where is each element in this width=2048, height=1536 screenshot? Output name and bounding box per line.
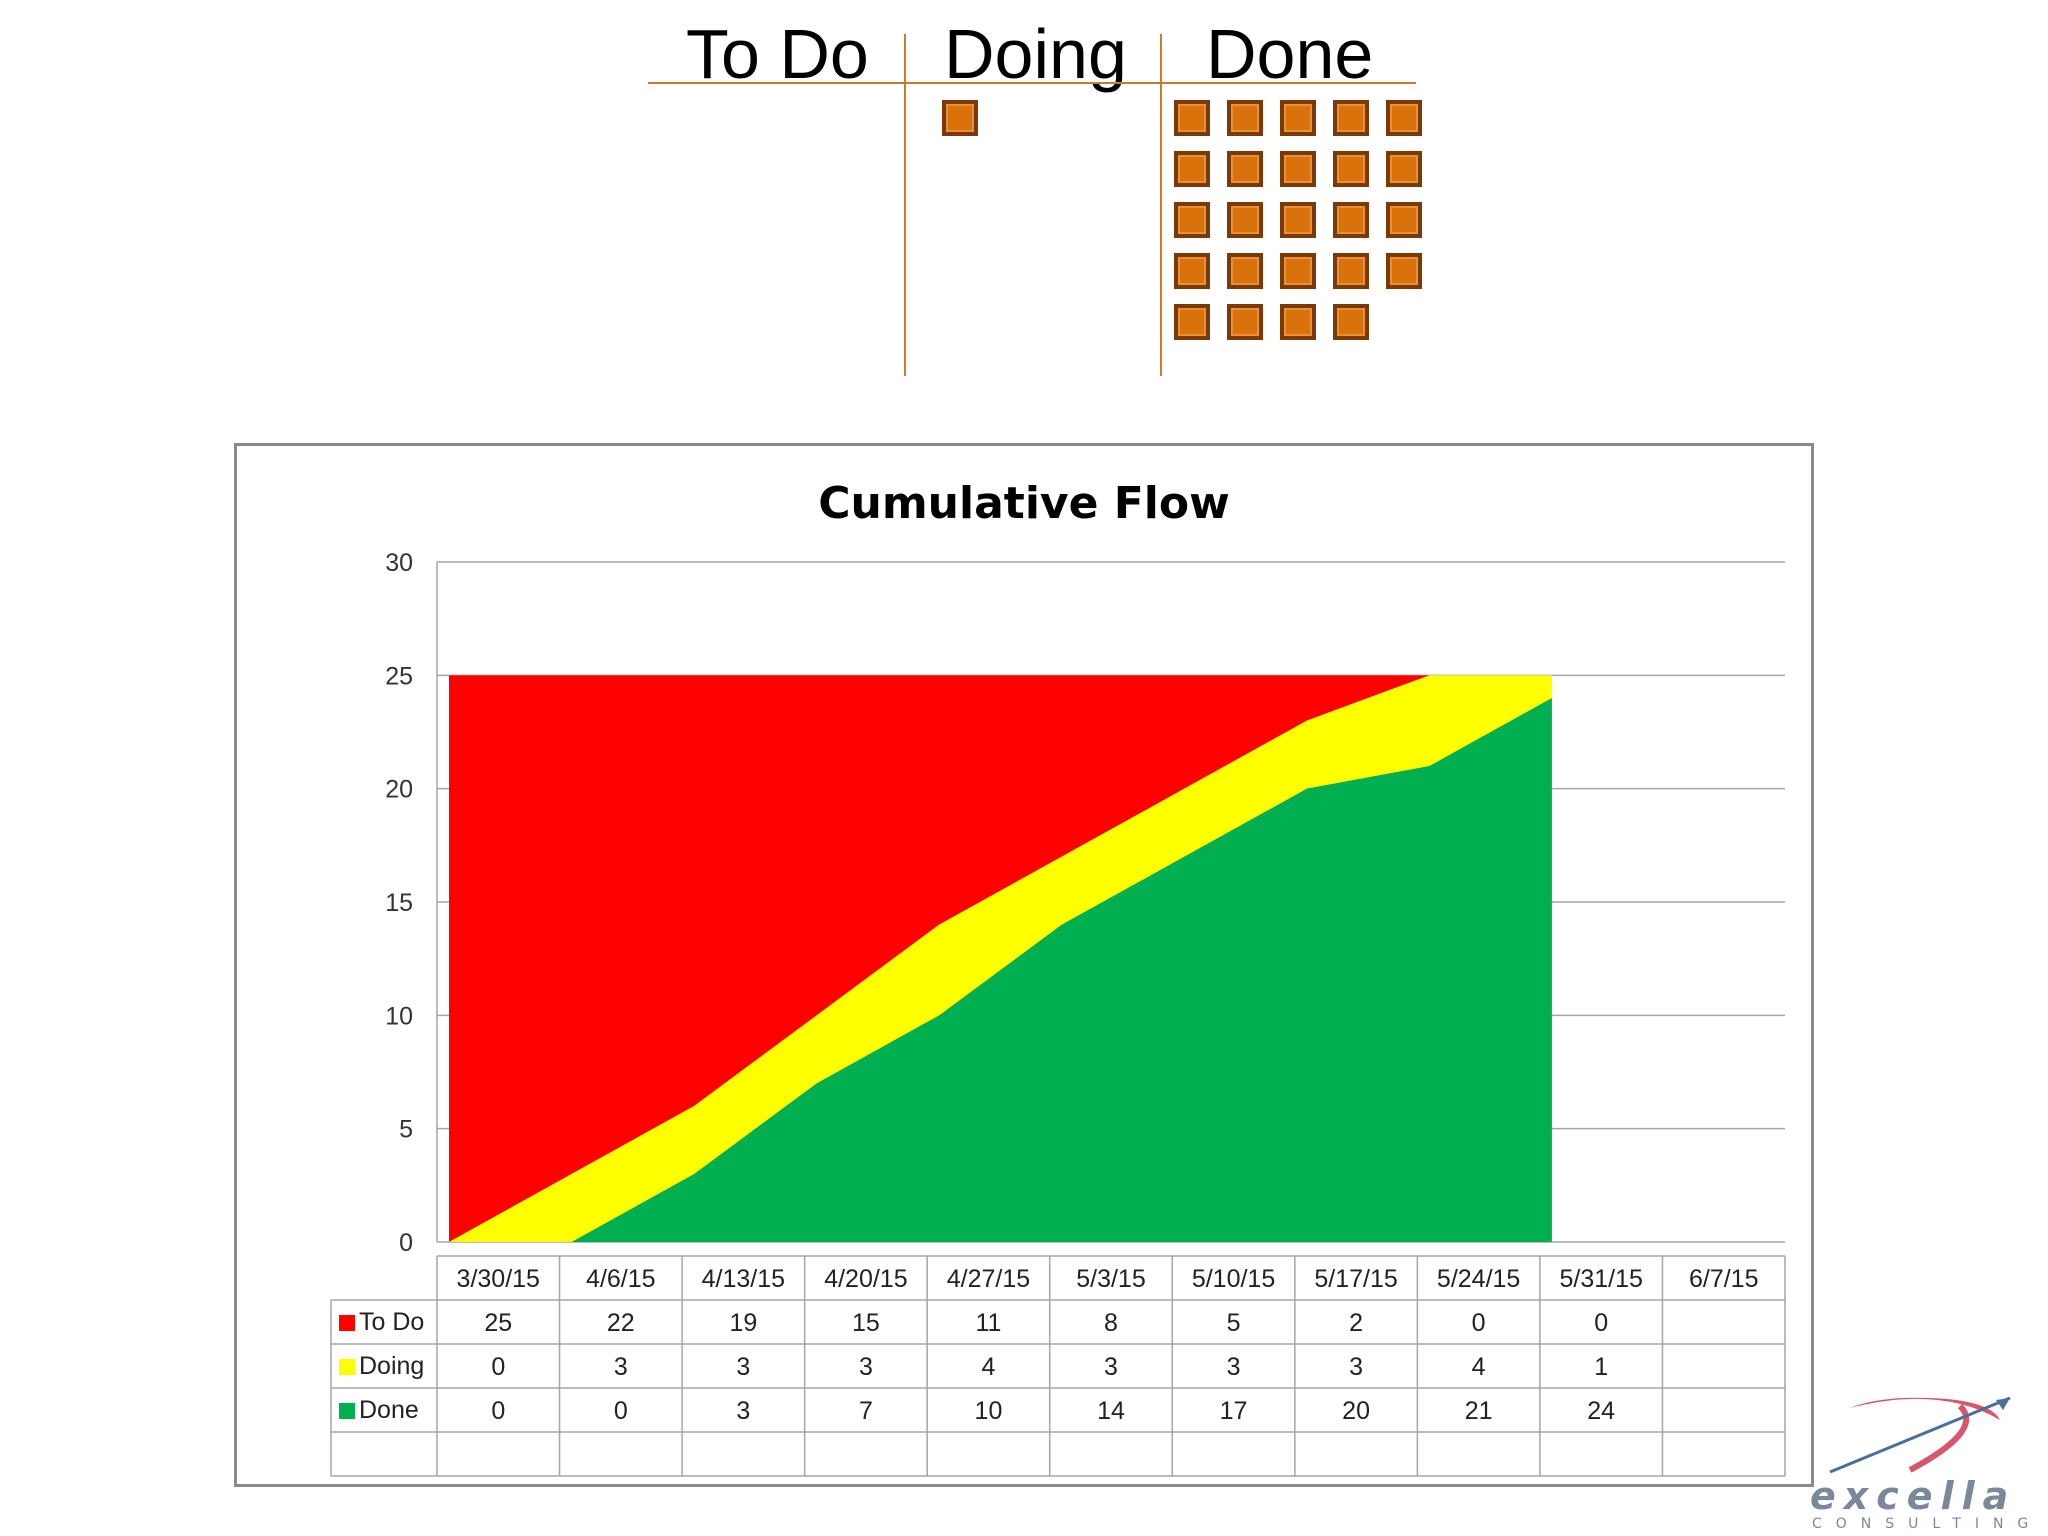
kanban-card [1333, 202, 1369, 238]
area-done [449, 698, 1552, 1242]
data-value: 8 [1104, 1309, 1118, 1337]
data-value: 10 [975, 1397, 1003, 1425]
data-value: 21 [1465, 1397, 1493, 1425]
area-todo [449, 675, 1552, 1242]
x-category-label: 3/30/15 [457, 1265, 540, 1293]
data-value: 2 [1349, 1309, 1363, 1337]
y-tick-label: 25 [385, 662, 413, 690]
data-value: 22 [607, 1309, 635, 1337]
kanban-card [942, 100, 978, 136]
kanban-card [1227, 253, 1263, 289]
data-value: 24 [1587, 1397, 1615, 1425]
kanban-card [1174, 151, 1210, 187]
y-tick-label: 5 [399, 1116, 413, 1144]
y-tick-label: 0 [399, 1229, 413, 1257]
kanban-card [1333, 100, 1369, 136]
kanban-card [1386, 151, 1422, 187]
board-column-divider-2 [1160, 34, 1162, 376]
kanban-card [1386, 100, 1422, 136]
kanban-card [1174, 202, 1210, 238]
kanban-card [1227, 304, 1263, 340]
x-category-label: 4/13/15 [702, 1265, 785, 1293]
data-value: 0 [1472, 1309, 1486, 1337]
x-category-label: 5/31/15 [1559, 1265, 1642, 1293]
legend-label: Doing [359, 1352, 424, 1380]
x-category-label: 4/6/15 [586, 1265, 656, 1293]
kanban-card [1174, 100, 1210, 136]
cumulative-flow-chart: Cumulative Flow 0 5 10 15 20 25 30 3/30/15 4/6/1… [234, 443, 1814, 1487]
legend-swatch [339, 1359, 355, 1375]
data-value: 25 [484, 1309, 512, 1337]
data-value: 11 [975, 1309, 1001, 1337]
kanban-card [1280, 304, 1316, 340]
data-value: 3 [736, 1353, 750, 1381]
kanban-board: To Do Doing Done [0, 0, 2048, 420]
kanban-card [1174, 304, 1210, 340]
data-value: 3 [736, 1397, 750, 1425]
kanban-card [1386, 202, 1422, 238]
legend-label: To Do [359, 1308, 424, 1336]
data-value: 1 [1594, 1353, 1608, 1381]
x-category-label: 5/10/15 [1192, 1265, 1275, 1293]
kanban-card [1280, 151, 1316, 187]
data-value: 14 [1097, 1397, 1125, 1425]
column-header-doing: Doing [944, 15, 1127, 93]
chart-title: Cumulative Flow [818, 478, 1230, 529]
data-value: 3 [859, 1353, 873, 1381]
column-header-done: Done [1206, 15, 1374, 93]
x-category-label: 4/27/15 [947, 1265, 1030, 1293]
kanban-card [1333, 151, 1369, 187]
excella-logo: excella CONSULTING [1800, 1390, 2043, 1532]
x-category-label: 4/20/15 [824, 1265, 907, 1293]
data-value: 3 [614, 1353, 628, 1381]
data-value: 19 [729, 1309, 757, 1337]
column-header-todo: To Do [686, 15, 869, 93]
kanban-card [1333, 253, 1369, 289]
kanban-card [1227, 151, 1263, 187]
data-value: 3 [1227, 1353, 1241, 1381]
data-value: 0 [491, 1397, 505, 1425]
data-value: 17 [1220, 1397, 1248, 1425]
kanban-card [1386, 253, 1422, 289]
data-value: 7 [859, 1397, 873, 1425]
x-category-label: 6/7/15 [1689, 1265, 1759, 1293]
kanban-card [1333, 304, 1369, 340]
kanban-card [1280, 100, 1316, 136]
kanban-card [1174, 253, 1210, 289]
data-value: 4 [1472, 1353, 1486, 1381]
data-value: 0 [1594, 1309, 1608, 1337]
data-value: 0 [614, 1397, 628, 1425]
kanban-card [1227, 202, 1263, 238]
x-category-label: 5/24/15 [1437, 1265, 1520, 1293]
legend-swatch [339, 1315, 355, 1331]
board-column-divider-1 [904, 34, 906, 376]
data-value: 3 [1104, 1353, 1118, 1381]
y-tick-label: 15 [385, 889, 413, 917]
logo-wordmark: excella [1810, 1474, 2017, 1518]
board-header-divider [648, 82, 1416, 84]
data-value: 0 [491, 1353, 505, 1381]
data-value: 3 [1349, 1353, 1363, 1381]
data-value: 15 [852, 1309, 880, 1337]
area-doing [449, 675, 1552, 1242]
logo-swoosh-icon [1829, 1396, 2011, 1474]
kanban-card [1227, 100, 1263, 136]
y-tick-label: 10 [385, 1002, 413, 1030]
y-tick-label: 20 [385, 776, 413, 804]
x-category-label: 5/17/15 [1314, 1265, 1397, 1293]
kanban-card [1280, 253, 1316, 289]
legend-swatch [339, 1403, 355, 1419]
logo-subtitle: CONSULTING [1812, 1516, 2043, 1532]
data-value: 20 [1342, 1397, 1370, 1425]
data-value: 4 [982, 1353, 996, 1381]
x-category-label: 5/3/15 [1076, 1265, 1146, 1293]
kanban-card [1280, 202, 1316, 238]
data-value: 5 [1227, 1309, 1241, 1337]
y-tick-label: 30 [385, 549, 413, 577]
legend-label: Done [359, 1396, 419, 1424]
